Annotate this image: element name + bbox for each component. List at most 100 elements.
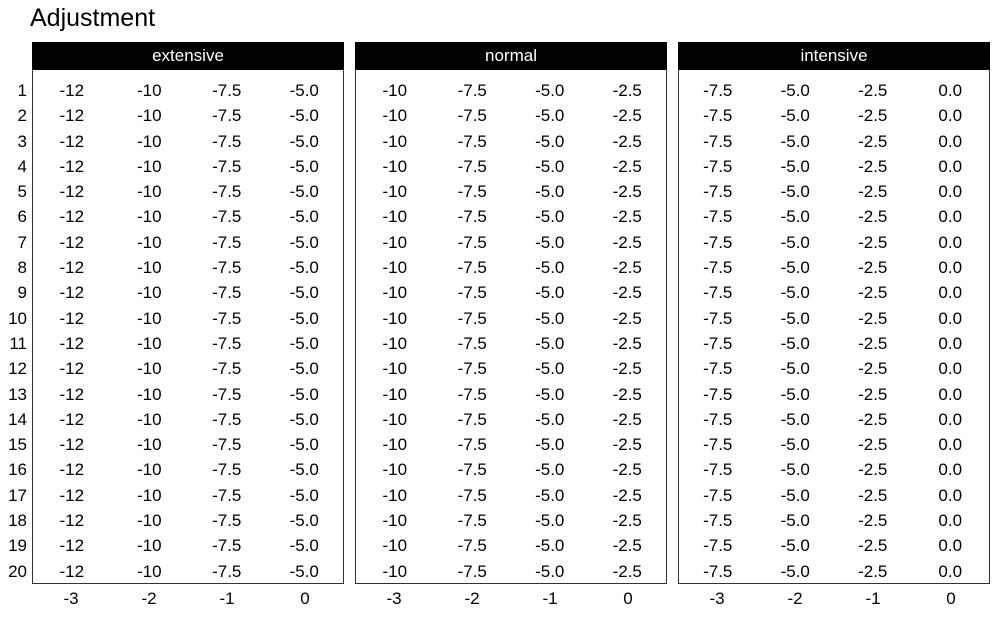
table-cell: -7.5 [212,258,242,278]
table-row: -7.5 -5.0 -2.5 0.0 [679,559,989,583]
figure-title: Adjustment [30,4,156,32]
table-cell: -5.0 [535,333,565,353]
table-row: -10 -7.5 -5.0 -2.5 [356,230,666,255]
row-number: 16 [8,460,27,480]
table-cell: -7.5 [212,106,242,126]
table-cell: -7.5 [212,333,242,353]
table-cell: -7.5 [457,333,487,353]
table-cell: -5.0 [289,232,319,252]
panel-body: -12 -10 -7.5 -5.0 -12 -10 -7.5 -5.0 -12 -10 -7.5 -5… [32,70,344,584]
table-cell: -2.5 [612,359,642,379]
table-row: -10 -7.5 -5.0 -2.5 [356,356,666,381]
table-row: -12 -10 -7.5 -5.0 [33,78,343,103]
table-cell: -7.5 [457,156,487,176]
table-cell: -5.0 [535,258,565,278]
table-cell: -10 [136,308,162,328]
table-cell: -7.5 [703,409,733,429]
table-row: -10 -7.5 -5.0 -2.5 [356,457,666,482]
panel-header: extensive [32,42,344,70]
panel-body: -10 -7.5 -5.0 -2.5 -10 -7.5 -5.0 -2.5 -10 -7.5 -5.… [355,70,667,584]
table-cell: -2.5 [612,308,642,328]
table-cell: -5.0 [780,308,810,328]
panel-header: normal [355,42,667,70]
table-cell: -2.5 [612,81,642,100]
table-cell: -7.5 [703,81,733,100]
table-cell: -5.0 [289,359,319,379]
axis-tick-label: -2 [141,589,157,608]
table-cell: -7.5 [212,460,242,480]
table-cell: -5.0 [289,258,319,278]
table-cell: -12 [59,81,85,100]
table-cell: -7.5 [703,182,733,202]
table-cell: -10 [136,536,162,556]
table-cell: -10 [136,106,162,126]
table-cell: 0.0 [938,435,963,455]
table-cell: -7.5 [212,81,242,100]
table-cell: -2.5 [858,561,888,581]
table-cell: -2.5 [858,460,888,480]
table-row: -7.5 -5.0 -2.5 0.0 [679,356,989,381]
table-cell: -7.5 [457,384,487,404]
table-cell: -7.5 [457,460,487,480]
table-cell: -2.5 [612,384,642,404]
table-cell: -7.5 [457,258,487,278]
table-cell: -7.5 [703,156,733,176]
table-row: -10 -7.5 -5.0 -2.5 [356,255,666,280]
table-cell: -2.5 [612,460,642,480]
table-row: -12 -10 -7.5 -5.0 [33,432,343,457]
table-row: -12 -10 -7.5 -5.0 [33,331,343,356]
table-cell: -10 [136,207,162,227]
table-row: -10 -7.5 -5.0 -2.5 [356,508,666,533]
row-number: 4 [17,156,27,176]
table-cell: -2.5 [612,156,642,176]
axis-tick-label: -2 [464,589,480,608]
table-cell: -10 [382,156,408,176]
row-number: 5 [17,182,27,202]
row-number: 3 [17,131,27,151]
table-cell: -10 [136,460,162,480]
table-cell: -5.0 [780,106,810,126]
table-cell: -10 [382,359,408,379]
table-cell: -5.0 [535,384,565,404]
table-cell: 0.0 [938,359,963,379]
table-cell: -5.0 [535,106,565,126]
table-cell: -7.5 [212,561,242,581]
table-cell: 0.0 [938,81,963,100]
axis-tick-label: 0 [623,589,633,608]
table-cell: -5.0 [535,409,565,429]
row-number: 20 [8,561,27,581]
table-row: -10 -7.5 -5.0 -2.5 [356,382,666,407]
table-cell: -7.5 [212,131,242,151]
table-cell: -5.0 [289,131,319,151]
table-cell: 0.0 [938,131,963,151]
axis-tick-label: -1 [865,589,881,608]
row-number: 2 [17,106,27,126]
table-row: -7.5 -5.0 -2.5 0.0 [679,78,989,103]
table-row: -10 -7.5 -5.0 -2.5 [356,306,666,331]
table-cell: -5.0 [289,536,319,556]
table-cell: -7.5 [212,232,242,252]
table-cell: -5.0 [535,81,565,100]
table-cell: -5.0 [780,384,810,404]
table-cell: -2.5 [858,156,888,176]
table-row: -12 -10 -7.5 -5.0 [33,230,343,255]
table-row: -7.5 -5.0 -2.5 0.0 [679,280,989,305]
table-cell: -5.0 [780,409,810,429]
table-row: -12 -10 -7.5 -5.0 [33,154,343,179]
table-cell: -10 [136,131,162,151]
table-cell: -12 [59,511,85,531]
table-cell: -7.5 [212,308,242,328]
panel-body: -7.5 -5.0 -2.5 0.0 -7.5 -5.0 -2.5 0.0 -7.5 -5.0 -2… [678,70,990,584]
table-cell: -10 [382,409,408,429]
table-cell: -10 [136,333,162,353]
table-cell: -5.0 [289,511,319,531]
table-row: -10 -7.5 -5.0 -2.5 [356,129,666,154]
table-cell: -12 [59,384,85,404]
table-cell: -7.5 [212,156,242,176]
table-row: -7.5 -5.0 -2.5 0.0 [679,382,989,407]
table-cell: -5.0 [289,384,319,404]
table-cell: -2.5 [858,131,888,151]
table-cell: -5.0 [289,485,319,505]
table-cell: -10 [136,156,162,176]
table-cell: -7.5 [457,283,487,303]
